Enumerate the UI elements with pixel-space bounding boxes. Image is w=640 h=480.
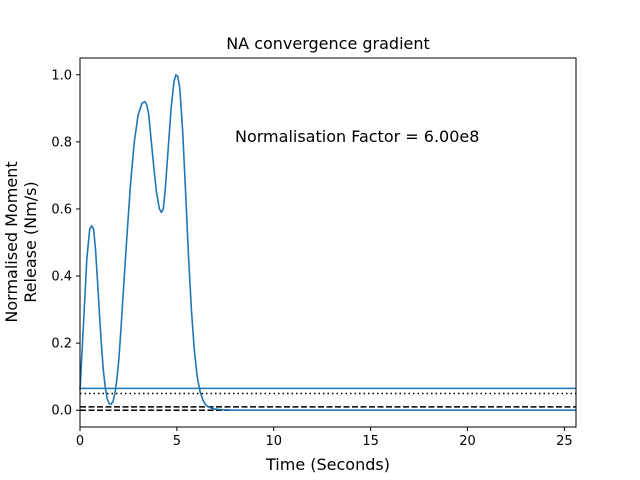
x-tick-label: 0 [76, 434, 84, 449]
x-axis-label: Time (Seconds) [265, 455, 390, 474]
normalisation-annotation: Normalisation Factor = 6.00e8 [235, 127, 479, 146]
y-tick-label: 1.0 [51, 68, 72, 83]
x-tick-label: 25 [556, 434, 573, 449]
chart-ticks: 0 5 10 15 20 25 0.0 0.2 0.4 0.6 0.8 1.0 [51, 68, 572, 449]
y-axis-label: Normalised Moment Release (Nm/s) [2, 161, 40, 322]
plot-area [80, 58, 576, 427]
y-tick-label: 0.8 [51, 135, 72, 150]
x-tick-label: 5 [173, 434, 181, 449]
chart-title: NA convergence gradient [226, 34, 430, 53]
x-tick-label: 20 [459, 434, 476, 449]
y-axis-label-line-1: Normalised Moment [2, 161, 21, 322]
series-line-1 [79, 74, 576, 412]
x-tick-label: 10 [265, 434, 282, 449]
axes-frame [79, 57, 577, 428]
y-tick-label: 0.6 [51, 202, 72, 217]
chart-marks [79, 74, 576, 412]
x-tick-label: 15 [362, 434, 379, 449]
y-tick-label: 0.4 [51, 270, 72, 285]
y-tick-label: 0.0 [51, 404, 72, 419]
y-axis-label-line-2: Release (Nm/s) [21, 181, 40, 302]
y-tick-label: 0.2 [51, 337, 72, 352]
